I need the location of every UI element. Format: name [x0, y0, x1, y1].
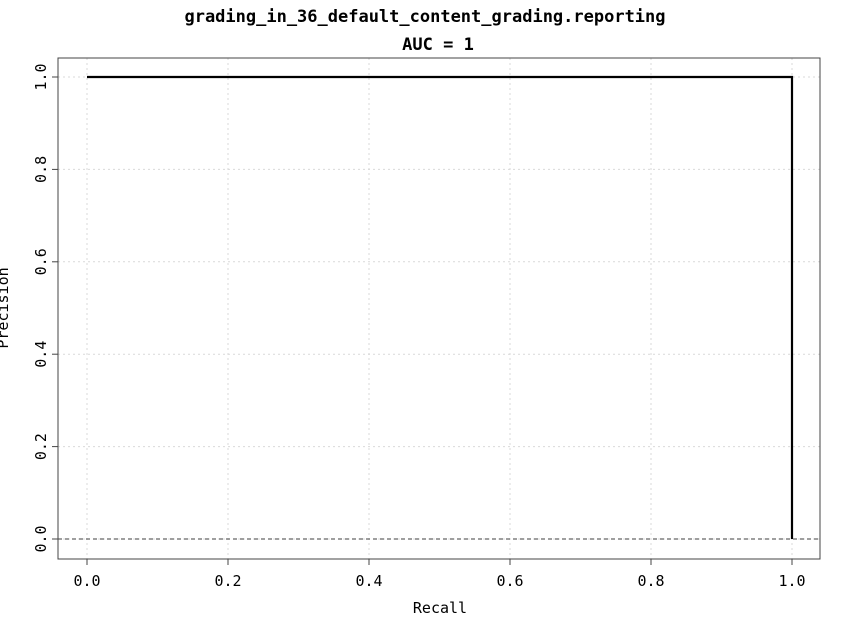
y-tick-label: 0.6: [32, 248, 50, 275]
plot-frame: [57, 57, 821, 560]
y-tick-label: 0.0: [32, 525, 50, 552]
chart-subtitle: AUC = 1: [402, 35, 474, 55]
y-tick-label: 0.4: [32, 341, 50, 368]
x-tick-label: 0.8: [637, 572, 664, 590]
y-axis-label: Precision: [0, 267, 12, 348]
x-axis-label: Recall: [413, 599, 467, 617]
x-axis-ticks: 0.0 0.2 0.4 0.6 0.8 1.0: [73, 559, 806, 590]
pr-curve-series-line: [87, 75, 794, 539]
gridlines: [58, 58, 820, 559]
chart-title: grading_in_36_default_content_grading.re…: [184, 7, 665, 27]
y-axis-ticks: 0.0 0.2 0.4 0.6 0.8 1.0: [32, 63, 58, 553]
y-tick-label: 0.2: [32, 433, 50, 460]
y-tick-label: 1.0: [32, 63, 50, 90]
y-tick-label: 0.8: [32, 156, 50, 183]
x-tick-label: 0.4: [355, 572, 382, 590]
x-tick-label: 0.6: [496, 572, 523, 590]
x-tick-label: 0.2: [214, 572, 241, 590]
series-lines: [58, 75, 820, 540]
x-tick-label: 1.0: [778, 572, 805, 590]
x-tick-label: 0.0: [73, 572, 100, 590]
